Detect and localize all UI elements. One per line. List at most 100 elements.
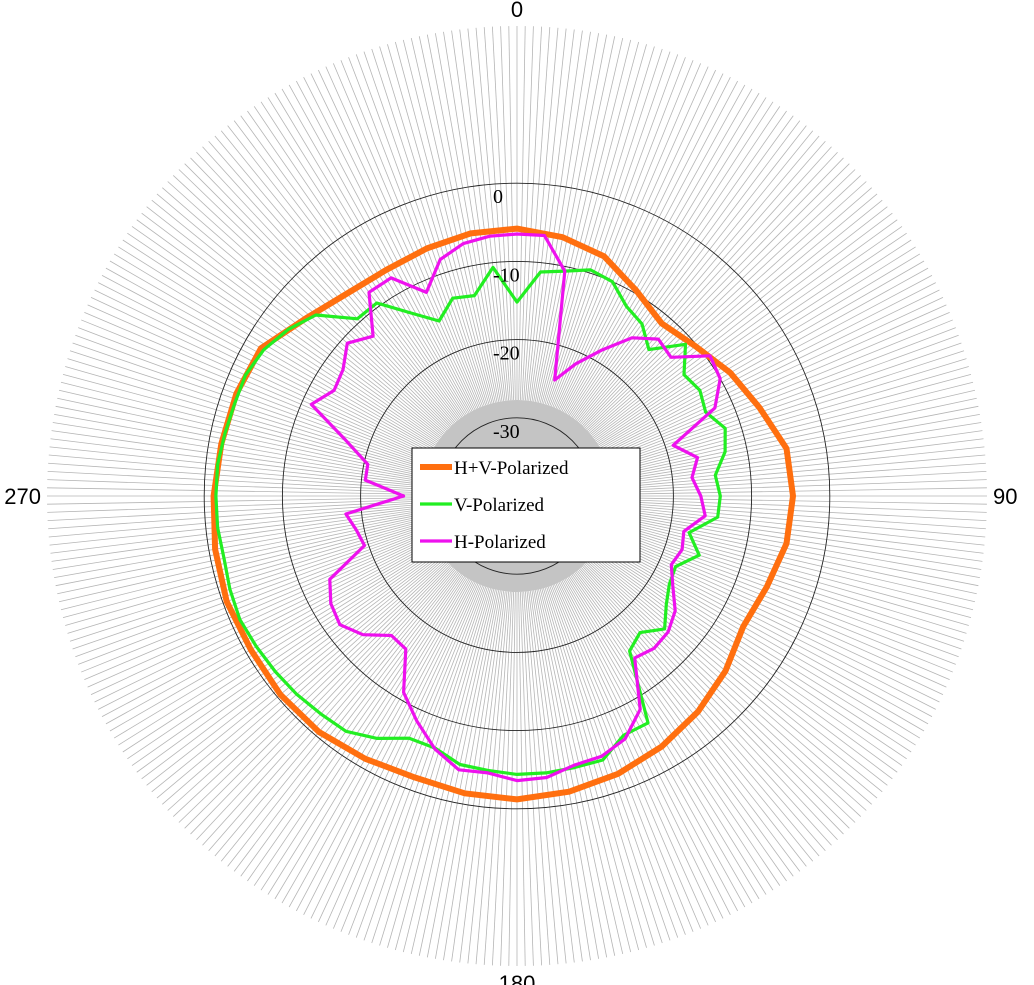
grid-spoke xyxy=(47,498,422,513)
grid-spoke xyxy=(605,533,950,681)
grid-spoke xyxy=(508,26,516,401)
grid-spoke xyxy=(84,533,429,681)
grid-spoke xyxy=(546,587,663,944)
grid-spoke xyxy=(47,479,422,494)
grid-spoke xyxy=(55,513,423,587)
grid-spoke xyxy=(54,413,423,480)
grid-spoke xyxy=(580,567,832,846)
grid-spoke xyxy=(612,454,986,489)
grid-spoke xyxy=(541,588,640,951)
grid-spoke xyxy=(51,430,422,484)
grid-spoke xyxy=(475,27,510,401)
grid-spoke xyxy=(555,66,709,409)
grid-spoke xyxy=(318,582,477,923)
grid-spoke xyxy=(253,575,464,886)
grid-spoke xyxy=(434,590,501,959)
grid-spoke xyxy=(178,562,449,823)
grid-spoke xyxy=(611,422,982,482)
grid-spoke xyxy=(109,543,435,732)
grid-spoke xyxy=(521,26,542,401)
grid-spoke xyxy=(483,591,511,965)
grid-spoke xyxy=(612,446,985,487)
grid-spoke xyxy=(208,568,455,851)
grid-spoke xyxy=(127,232,438,443)
grid-spoke xyxy=(612,479,987,494)
grid-spoke xyxy=(592,554,888,786)
grid-spoke xyxy=(57,515,424,595)
grid-spoke xyxy=(605,319,953,461)
grid-spoke xyxy=(563,84,746,413)
grid-spoke xyxy=(519,26,534,401)
grid-spoke xyxy=(610,517,976,603)
grid-spoke xyxy=(605,311,950,459)
grid-spoke xyxy=(47,487,422,495)
grid-spoke xyxy=(208,141,455,424)
grid-spoke xyxy=(295,580,473,912)
grid-spoke xyxy=(608,350,965,467)
grid-spoke xyxy=(78,530,428,665)
grid-spoke xyxy=(585,562,856,823)
grid-spoke xyxy=(551,585,686,935)
grid-spoke xyxy=(303,77,474,411)
grid-spoke xyxy=(524,27,559,401)
grid-spoke xyxy=(612,497,987,505)
grid-spoke xyxy=(94,537,431,703)
grid-spoke xyxy=(48,454,422,489)
grid-spoke xyxy=(557,582,716,923)
grid-spoke xyxy=(544,46,655,405)
grid-spoke xyxy=(538,37,624,403)
grid-spoke xyxy=(50,438,422,485)
grid-ring xyxy=(360,339,674,653)
grid-spoke xyxy=(202,146,454,425)
grid-spoke xyxy=(603,289,940,455)
grid-spoke xyxy=(591,199,883,436)
grid-spoke xyxy=(558,582,724,919)
grid-spoke xyxy=(332,584,480,929)
grid-spoke xyxy=(247,574,463,882)
grid-spoke xyxy=(571,110,787,418)
grid-spoke xyxy=(303,581,474,915)
grid-spoke xyxy=(172,175,448,431)
grid-spoke xyxy=(87,534,430,688)
grid-spoke xyxy=(573,115,794,419)
grid-spoke xyxy=(611,513,979,587)
grid-spoke xyxy=(606,327,956,462)
grid-spoke xyxy=(610,518,974,611)
grid-spoke xyxy=(379,587,490,946)
grid-spoke xyxy=(131,550,439,766)
grid-spoke xyxy=(610,397,977,477)
grid-spoke xyxy=(295,80,473,412)
grid-spoke xyxy=(220,570,457,862)
grid-spoke xyxy=(67,523,426,634)
grid-spoke xyxy=(105,267,434,450)
grid-spoke xyxy=(190,564,451,835)
grid-spoke xyxy=(564,578,753,904)
grid-spoke xyxy=(611,405,979,479)
grid-spoke xyxy=(607,334,959,464)
grid-spoke xyxy=(459,591,506,963)
grid-spoke xyxy=(609,373,972,472)
grid-spoke xyxy=(58,517,424,603)
grid-spoke xyxy=(555,583,709,926)
grid-spoke xyxy=(475,591,510,965)
grid-spoke xyxy=(604,534,947,688)
grid-spoke xyxy=(602,282,936,453)
grid-spoke xyxy=(348,585,483,935)
grid-spoke xyxy=(598,546,916,746)
grid-spoke xyxy=(196,565,452,841)
grid-spoke xyxy=(105,542,434,725)
series-line-2 xyxy=(309,232,722,783)
grid-spoke xyxy=(547,586,671,941)
grid-spoke xyxy=(48,502,422,530)
grid-spoke xyxy=(612,438,984,485)
grid-spoke xyxy=(589,187,872,434)
grid-spoke xyxy=(609,366,969,470)
grid-spoke xyxy=(371,587,488,944)
radial-tick-label: -10 xyxy=(493,264,520,286)
grid-spoke xyxy=(612,462,986,490)
grid-spoke xyxy=(544,587,655,946)
grid-spoke xyxy=(610,389,976,475)
grid-spoke xyxy=(54,512,423,579)
grid-spoke xyxy=(593,553,893,780)
